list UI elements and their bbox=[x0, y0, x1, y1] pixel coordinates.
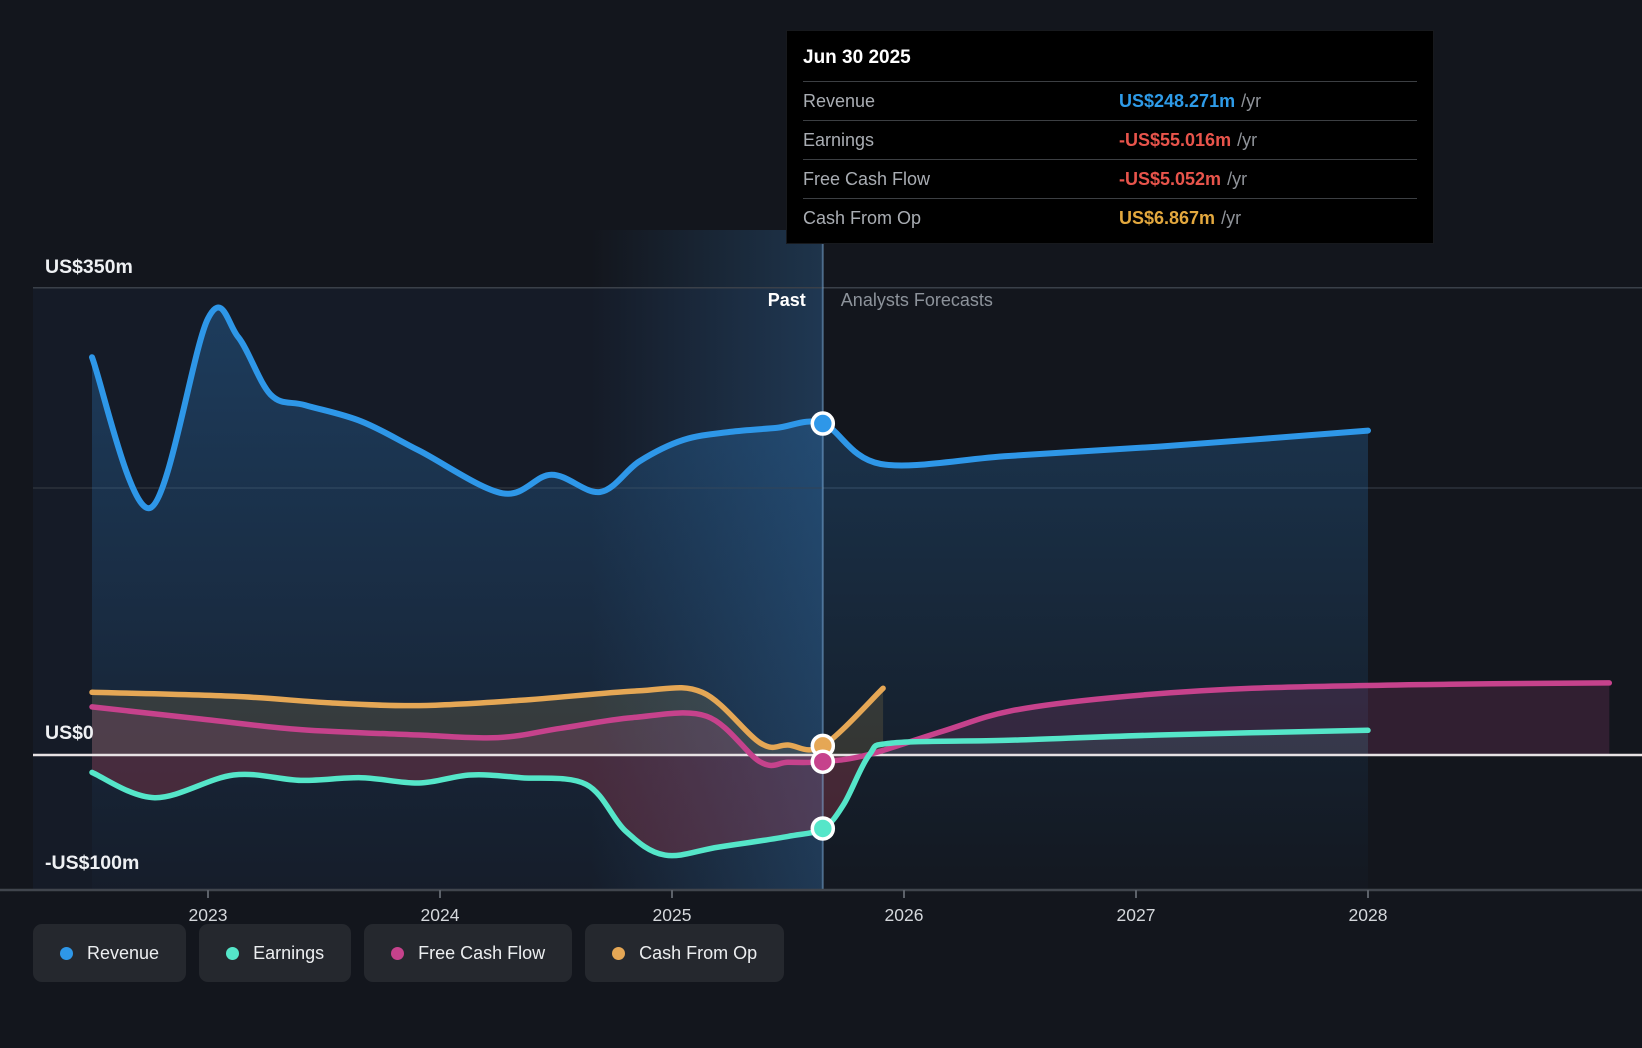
earnings-line bbox=[89, 727, 1371, 859]
tooltip-row: Free Cash Flow -US$5.052m/yr bbox=[803, 159, 1417, 198]
tooltip-row-label: Free Cash Flow bbox=[803, 168, 931, 189]
cash-from-op-line bbox=[89, 684, 886, 753]
x-axis-label: 2027 bbox=[1117, 905, 1156, 925]
x-axis-label: 2028 bbox=[1349, 905, 1388, 925]
free-cash-flow-area bbox=[92, 682, 1610, 766]
x-axis-label: 2023 bbox=[189, 905, 228, 925]
tooltip-row-label: Earnings bbox=[803, 129, 875, 150]
legend-dot-icon bbox=[60, 946, 73, 960]
legend-dot-icon bbox=[612, 946, 626, 960]
legend-label: Earnings bbox=[253, 942, 325, 963]
tooltip-row: Earnings -US$55.016m/yr bbox=[803, 120, 1417, 159]
revenue-area bbox=[92, 307, 1368, 891]
legend-label: Free Cash Flow bbox=[418, 942, 546, 963]
tooltip-row-unit: /yr bbox=[1237, 129, 1258, 150]
tooltip-row-label: Cash From Op bbox=[803, 207, 922, 228]
analysts-forecasts-label: Analysts Forecasts bbox=[841, 290, 993, 310]
tooltip-row-unit: /yr bbox=[1221, 207, 1242, 228]
tooltip-row-unit: /yr bbox=[1227, 168, 1248, 189]
legend-dot-icon bbox=[226, 946, 240, 960]
y-axis-label: US$350m bbox=[45, 256, 133, 278]
tooltip-row-value: US$6.867m bbox=[1119, 207, 1216, 228]
revenue-line bbox=[89, 304, 1371, 511]
x-axis-label: 2026 bbox=[885, 905, 924, 925]
legend-label: Revenue bbox=[87, 942, 160, 963]
legend-label: Cash From Op bbox=[639, 942, 758, 963]
tooltip-row-unit: /yr bbox=[1241, 90, 1262, 111]
y-axis-label: US$0 bbox=[45, 722, 94, 744]
tooltip-date: Jun 30 2025 bbox=[803, 47, 911, 68]
tooltip-row: Revenue US$248.271m/yr bbox=[803, 81, 1417, 120]
earnings-negative-area bbox=[92, 755, 870, 856]
legend-item-earnings[interactable]: Earnings bbox=[199, 924, 352, 982]
legend: Revenue Earnings Free Cash Flow Cash From O… bbox=[33, 924, 785, 982]
earnings-positive-area bbox=[869, 730, 1368, 755]
legend-dot-icon bbox=[391, 946, 405, 960]
legend-item-revenue[interactable]: Revenue bbox=[33, 924, 187, 982]
tooltip-row-label: Revenue bbox=[803, 90, 876, 111]
x-axis-label: 2024 bbox=[421, 905, 460, 925]
tooltip-row: Cash From Op US$6.867m/yr bbox=[803, 198, 1417, 237]
free-cash-flow-line bbox=[89, 680, 1613, 769]
y-axis-label: -US$100m bbox=[45, 852, 139, 874]
x-axis-label: 2025 bbox=[653, 905, 692, 925]
legend-item-cash-from-op[interactable]: Cash From Op bbox=[585, 924, 785, 982]
cash-from-op-area bbox=[92, 687, 884, 755]
tooltip-row-value: US$248.271m bbox=[1119, 90, 1236, 111]
tooltip: Jun 30 2025 Revenue US$248.271m/yr Earning… bbox=[786, 30, 1434, 244]
past-label: Past bbox=[768, 290, 806, 310]
earnings-marker[interactable] bbox=[810, 816, 836, 841]
legend-item-free-cash-flow[interactable]: Free Cash Flow bbox=[364, 924, 573, 982]
tooltip-row-value: -US$5.052m bbox=[1119, 168, 1222, 189]
revenue-marker[interactable] bbox=[810, 411, 836, 436]
tooltip-row-value: -US$55.016m bbox=[1119, 129, 1232, 150]
free-cash-flow-marker[interactable] bbox=[810, 749, 836, 774]
